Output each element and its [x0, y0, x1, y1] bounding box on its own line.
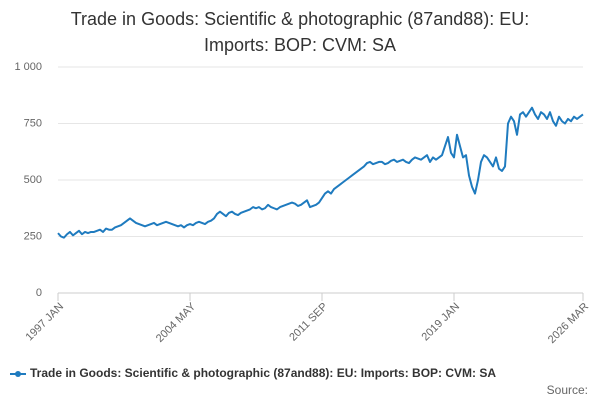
y-tick-label: 750	[24, 117, 42, 129]
x-tick-label: 2004 MAY	[154, 300, 199, 345]
legend-label: Trade in Goods: Scientific & photographi…	[30, 366, 496, 380]
source: Source:	[547, 383, 588, 397]
y-tick-label: 1 000	[14, 61, 42, 73]
x-tick-label: 2026 MAR	[546, 301, 591, 346]
legend-symbol	[15, 371, 21, 377]
x-tick-label: 2011 SEP	[287, 301, 330, 344]
x-tick-label: 1997 JAN	[24, 301, 67, 344]
y-tick-label: 500	[24, 174, 42, 186]
x-tick-label: 2019 JAN	[420, 301, 463, 344]
y-tick-label: 0	[36, 287, 42, 299]
y-tick-label: 250	[24, 230, 42, 242]
chart-title: Trade in Goods: Scientific & photographi…	[70, 9, 530, 55]
series-line	[57, 106, 584, 239]
